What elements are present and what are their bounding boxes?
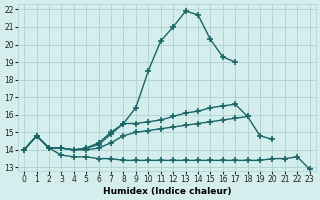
X-axis label: Humidex (Indice chaleur): Humidex (Indice chaleur) [103,187,231,196]
